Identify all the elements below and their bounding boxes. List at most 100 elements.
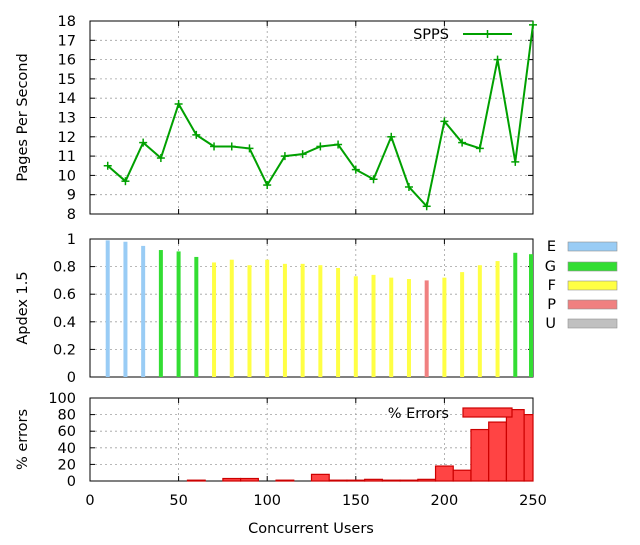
data-point (458, 138, 467, 147)
plot-frame (89, 238, 534, 378)
legend-spps: SPPS (413, 27, 512, 43)
error-bar (222, 477, 242, 482)
apdex-bar (353, 276, 358, 377)
data-point (227, 142, 236, 151)
data-point (245, 144, 254, 153)
y-axis-label: Apdex 1.5 (15, 271, 31, 344)
legend-label: G (545, 259, 556, 275)
y-tick-label: 100 (48, 391, 76, 407)
legend-label: U (545, 316, 556, 332)
y-tick-label: 17 (58, 33, 76, 49)
legend-swatch (462, 407, 513, 418)
apdex-bar (194, 256, 199, 377)
y-tick-label: 0.2 (53, 342, 76, 358)
apdex-bar (318, 265, 323, 377)
data-point (263, 181, 272, 190)
y-tick-label: 12 (58, 130, 76, 146)
legend-item-g: G (545, 259, 618, 275)
data-point (192, 130, 201, 139)
x-tick-label: 200 (431, 493, 459, 509)
error-bar (417, 478, 437, 482)
apdex-bar (229, 259, 234, 377)
x-tick-label: 100 (253, 493, 281, 509)
data-point (369, 175, 378, 184)
data-point (351, 165, 360, 174)
data-point (210, 142, 219, 151)
x-axis-label: Concurrent Users (248, 521, 374, 537)
data-point (334, 140, 343, 149)
y-tick-label: 18 (58, 14, 76, 30)
y-tick-label: 20 (58, 457, 76, 473)
data-point (475, 144, 484, 153)
error-bar (488, 421, 508, 482)
y-axis-label: Pages Per Second (15, 53, 31, 181)
legend-item-u: U (545, 316, 618, 332)
apdex-bar (442, 277, 447, 377)
y-tick-label: 0.8 (53, 260, 76, 276)
legend-errors: % Errors (388, 406, 513, 422)
x-tick-label: 250 (519, 493, 547, 509)
y-tick-label: 11 (58, 149, 76, 165)
data-point (404, 182, 413, 191)
apdex-bar (212, 262, 217, 377)
error-bar (275, 479, 295, 482)
data-point (103, 161, 112, 170)
data-point (174, 99, 183, 108)
y-tick-label: 0.6 (53, 287, 76, 303)
apdex-bar (371, 274, 376, 377)
y-tick-label: 40 (58, 441, 76, 457)
apdex-bar (265, 259, 270, 377)
apdex-bar (176, 251, 181, 377)
apdex-bar (529, 254, 533, 377)
error-bar (381, 479, 401, 482)
apdex-bar (123, 241, 128, 377)
data-point (298, 150, 307, 159)
apdex-bar (406, 279, 411, 377)
data-point (529, 20, 537, 29)
y-tick-label: 0 (67, 474, 76, 490)
y-tick-label: 9 (67, 188, 76, 204)
error-bar (434, 465, 454, 482)
data-point (280, 152, 289, 161)
legend-label: % Errors (388, 406, 449, 422)
panel-2: 0 0.2 0.4 0.6 0.8 1 Apdex 1.5 (15, 232, 534, 386)
x-tick-label: 0 (85, 493, 94, 509)
error-bar (346, 479, 366, 482)
error-bar (505, 409, 525, 482)
apdex-bar (105, 240, 110, 377)
y-tick-label: 13 (58, 111, 76, 127)
error-bar (470, 428, 490, 482)
error-bar (523, 414, 534, 482)
apdex-bar (141, 245, 146, 377)
legend-swatch (567, 318, 618, 329)
legend-swatch (567, 261, 618, 272)
error-bar (310, 473, 330, 482)
apdex-bar (495, 261, 500, 377)
data-point (511, 157, 520, 166)
apdex-bar (158, 250, 163, 377)
legend-swatch (567, 280, 618, 291)
legend-label: P (547, 297, 556, 313)
error-bar (328, 479, 348, 482)
x-tick-label: 50 (169, 493, 187, 509)
x-tick-label: 150 (342, 493, 370, 509)
apdex-bar (389, 277, 394, 377)
apdex-bar (336, 267, 341, 377)
legend-item-f: F (548, 278, 618, 294)
series-line-spps (107, 24, 534, 209)
apdex-bar (247, 265, 252, 377)
legend-swatch (567, 299, 618, 310)
error-bar (186, 479, 206, 482)
y-tick-label: 1 (67, 232, 76, 248)
error-bar (452, 469, 472, 482)
y-tick-label: 16 (58, 53, 76, 69)
y-tick-label: 60 (58, 424, 76, 440)
data-point (156, 154, 165, 163)
apdex-bar (460, 272, 465, 377)
data-point (493, 55, 502, 64)
data-point (139, 138, 148, 147)
